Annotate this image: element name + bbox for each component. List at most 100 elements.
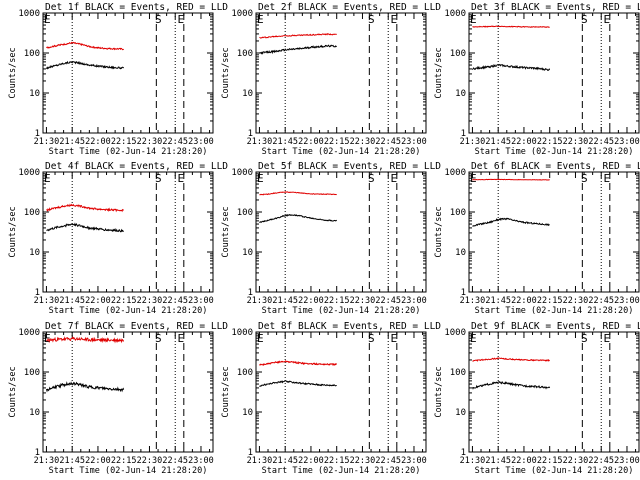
lld-series-line	[259, 190, 337, 196]
detector-panel-3: Det 3f BLACK = Events, RED = LLD 1 10 100 10…	[434, 2, 640, 157]
e-marker-label: E	[603, 13, 610, 26]
y-axis-label: Counts/sec	[221, 206, 231, 257]
events-series-line	[259, 44, 337, 55]
y-tick-label: 1	[248, 448, 253, 458]
x-tick-label: 21:45	[59, 296, 85, 306]
y-tick-label: 100	[450, 49, 466, 59]
s-marker-label: S	[368, 332, 375, 345]
panel-start-marker: E	[44, 172, 51, 185]
y-tick-label: 1000	[444, 168, 466, 178]
x-tick-label: 22:00	[298, 137, 324, 147]
panel-title: Det 6f BLACK = Events, RED = LLD	[471, 161, 640, 172]
s-marker-label: S	[581, 13, 588, 26]
y-axis-label: Counts/sec	[8, 366, 18, 417]
x-tick-label: 22:15	[537, 456, 563, 466]
lld-series-line	[46, 336, 125, 344]
lld-series-line	[472, 357, 550, 362]
y-tick-label: 100	[450, 208, 466, 218]
y-tick-label: 10	[455, 248, 466, 258]
x-tick-label: 22:45	[162, 137, 188, 147]
y-tick-label: 1000	[18, 168, 40, 178]
x-tick-label: 21:30	[460, 137, 486, 147]
events-series-line	[45, 381, 125, 393]
e-marker-label: E	[390, 332, 397, 345]
y-tick-label: 100	[237, 208, 253, 218]
panel-title: Det 7f BLACK = Events, RED = LLD	[45, 321, 228, 332]
y-tick-label: 100	[24, 208, 40, 218]
x-tick-label: 22:00	[511, 296, 537, 306]
y-tick-label: 1000	[231, 9, 253, 19]
s-marker-label: S	[155, 332, 162, 345]
plot-frame	[468, 12, 640, 134]
x-tick-label: 22:30	[350, 296, 376, 306]
x-axis-label: Start Time (02-Jun-14 21:28:20)	[475, 147, 634, 157]
panel-start-marker: E	[470, 332, 477, 345]
y-tick-label: 10	[29, 408, 40, 418]
x-tick-label: 22:30	[563, 456, 589, 466]
x-tick-label: 21:45	[272, 296, 298, 306]
y-tick-label: 10	[242, 408, 253, 418]
lld-series-line	[259, 359, 338, 367]
x-tick-label: 23:00	[614, 296, 640, 306]
x-tick-label: 22:15	[537, 137, 563, 147]
y-tick-label: 1	[35, 448, 40, 458]
events-series-line	[471, 380, 551, 390]
y-tick-label: 1	[461, 129, 466, 139]
y-axis-label: Counts/sec	[8, 206, 18, 257]
x-tick-label: 21:45	[485, 296, 511, 306]
e-marker-label: E	[603, 172, 610, 185]
x-tick-label: 23:00	[188, 456, 214, 466]
x-tick-label: 21:30	[247, 296, 273, 306]
x-tick-label: 21:30	[247, 137, 273, 147]
x-tick-label: 22:15	[324, 137, 350, 147]
x-tick-label: 23:00	[188, 296, 214, 306]
e-marker-label: E	[177, 13, 184, 26]
panel-title: Det 1f BLACK = Events, RED = LLD	[45, 2, 228, 13]
detector-panel-9: Det 9f BLACK = Events, RED = LLD 1 10 100 10…	[434, 321, 640, 476]
plot-frame	[42, 171, 214, 293]
x-tick-label: 22:30	[563, 296, 589, 306]
x-tick-label: 22:45	[588, 137, 614, 147]
x-axis-label: Start Time (02-Jun-14 21:28:20)	[49, 147, 208, 157]
x-tick-label: 22:00	[298, 296, 324, 306]
detector-panel-7: Det 7f BLACK = Events, RED = LLD 1 10 100 10…	[8, 321, 228, 476]
x-tick-label: 22:00	[298, 456, 324, 466]
x-tick-label: 22:45	[588, 456, 614, 466]
detector-panel-6: Det 6f BLACK = Events, RED = LLD 1 10 100 10…	[434, 161, 640, 316]
x-axis-label: Start Time (02-Jun-14 21:28:20)	[475, 306, 634, 316]
plot-frame	[255, 171, 427, 293]
events-series-line	[46, 222, 124, 233]
x-tick-label: 21:30	[34, 137, 60, 147]
x-tick-label: 22:15	[111, 456, 137, 466]
y-tick-label: 1	[248, 129, 253, 139]
x-tick-label: 21:30	[34, 296, 60, 306]
x-tick-label: 22:00	[85, 456, 111, 466]
panel-start-marker: E	[257, 13, 264, 26]
events-series-line	[259, 380, 337, 387]
e-marker-label: E	[603, 332, 610, 345]
panel-start-marker: E	[44, 13, 51, 26]
plot-frame	[468, 331, 640, 453]
y-tick-label: 100	[450, 368, 466, 378]
y-tick-label: 1000	[18, 328, 40, 338]
e-marker-label: E	[177, 332, 184, 345]
x-tick-label: 22:45	[375, 137, 401, 147]
x-tick-label: 22:30	[137, 296, 163, 306]
x-tick-label: 22:15	[111, 296, 137, 306]
panel-start-marker: E	[470, 13, 477, 26]
y-tick-label: 1	[461, 288, 466, 298]
lld-series-line	[472, 178, 550, 181]
events-series-line	[259, 213, 338, 224]
x-axis-label: Start Time (02-Jun-14 21:28:20)	[475, 466, 634, 476]
y-tick-label: 10	[455, 408, 466, 418]
plot-frame	[255, 12, 427, 134]
x-tick-label: 23:00	[401, 456, 427, 466]
lld-series-line	[46, 41, 125, 51]
x-tick-label: 22:30	[350, 137, 376, 147]
x-tick-label: 22:45	[375, 456, 401, 466]
detector-panel-5: Det 5f BLACK = Events, RED = LLD 1 10 100 10…	[221, 161, 441, 316]
x-tick-label: 22:15	[324, 296, 350, 306]
s-marker-label: S	[368, 13, 375, 26]
x-tick-label: 21:30	[460, 456, 486, 466]
y-tick-label: 10	[29, 248, 40, 258]
